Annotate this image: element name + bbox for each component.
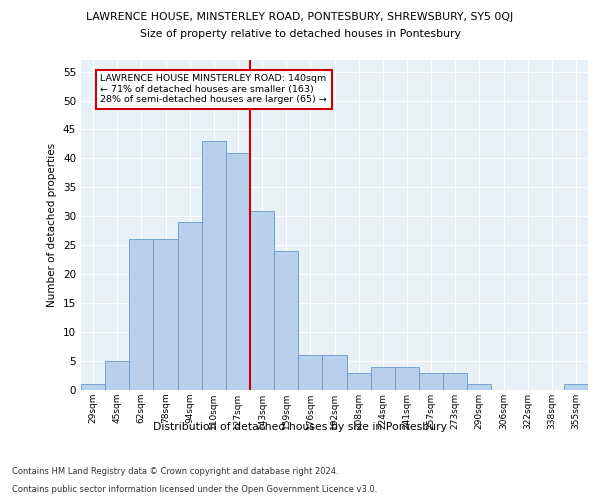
Bar [105, 361, 129, 390]
Bar [298, 356, 322, 390]
Bar [154, 240, 178, 390]
Bar [419, 372, 443, 390]
Text: Contains HM Land Registry data © Crown copyright and database right 2024.: Contains HM Land Registry data © Crown c… [12, 468, 338, 476]
Bar [347, 372, 371, 390]
Text: LAWRENCE HOUSE, MINSTERLEY ROAD, PONTESBURY, SHREWSBURY, SY5 0QJ: LAWRENCE HOUSE, MINSTERLEY ROAD, PONTESB… [86, 12, 514, 22]
Y-axis label: Number of detached properties: Number of detached properties [47, 143, 58, 307]
Bar [274, 251, 298, 390]
Bar [178, 222, 202, 390]
Bar [226, 152, 250, 390]
Text: Contains public sector information licensed under the Open Government Licence v3: Contains public sector information licen… [12, 485, 377, 494]
Bar [202, 141, 226, 390]
Text: Size of property relative to detached houses in Pontesbury: Size of property relative to detached ho… [140, 29, 460, 39]
Bar [467, 384, 491, 390]
Text: Distribution of detached houses by size in Pontesbury: Distribution of detached houses by size … [153, 422, 447, 432]
Bar [250, 210, 274, 390]
Bar [129, 240, 154, 390]
Bar [443, 372, 467, 390]
Bar [322, 356, 347, 390]
Bar [395, 367, 419, 390]
Text: LAWRENCE HOUSE MINSTERLEY ROAD: 140sqm
← 71% of detached houses are smaller (163: LAWRENCE HOUSE MINSTERLEY ROAD: 140sqm ←… [100, 74, 327, 104]
Bar [371, 367, 395, 390]
Bar [564, 384, 588, 390]
Bar [81, 384, 105, 390]
